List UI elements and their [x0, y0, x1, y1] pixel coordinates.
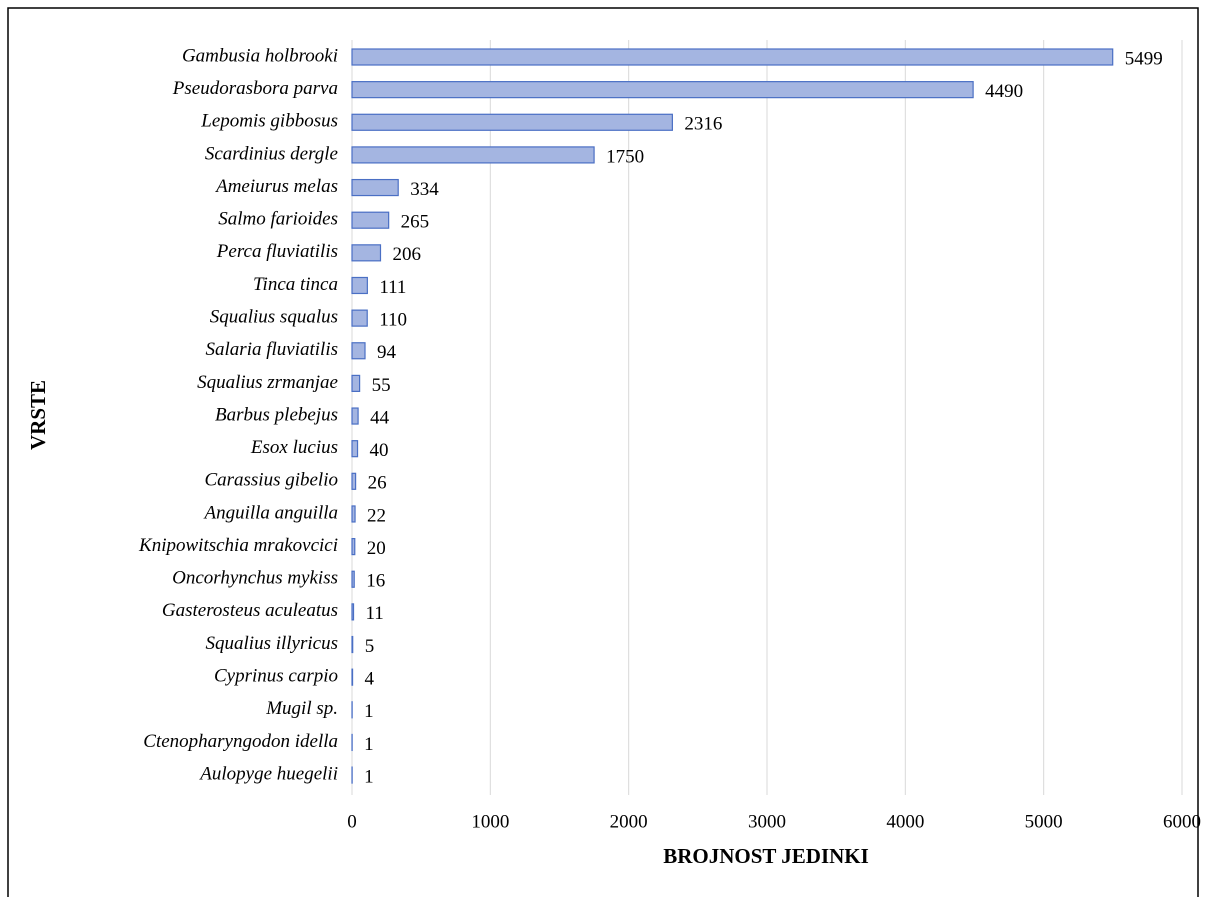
- y-tick-label: Aulopyge huegelii: [198, 763, 338, 784]
- y-tick-label: Oncorhynchus mykiss: [172, 568, 338, 589]
- bar: [351, 113, 673, 131]
- data-label: 4490: [985, 81, 1023, 102]
- y-tick-label: Esox lucius: [250, 437, 338, 458]
- data-label: 2316: [684, 114, 722, 135]
- y-tick-label: Ameiurus melas: [214, 176, 338, 197]
- data-label: 4: [365, 669, 375, 690]
- bar: [351, 146, 595, 164]
- y-tick-label: Ctenopharyngodon idella: [143, 731, 338, 752]
- data-label: 40: [370, 440, 389, 461]
- bar: [351, 505, 356, 523]
- data-label: 1: [364, 766, 374, 787]
- x-tick-label: 3000: [748, 811, 786, 832]
- bar: [351, 342, 366, 360]
- y-tick-label: Anguilla anguilla: [202, 502, 338, 523]
- x-tick-label: 6000: [1163, 811, 1201, 832]
- bar: [351, 374, 361, 392]
- x-tick-label: 0: [347, 811, 357, 832]
- bar: [351, 276, 368, 295]
- data-label: 110: [379, 309, 407, 330]
- y-tick-label: Scardinius dergle: [205, 143, 338, 164]
- bar: [351, 309, 368, 327]
- bar: [351, 178, 399, 197]
- x-tick-label: 1000: [471, 811, 509, 832]
- y-tick-label: Tinca tinca: [253, 274, 338, 295]
- y-tick-label: Salmo farioides: [218, 209, 338, 230]
- y-tick-label: Cyprinus carpio: [214, 666, 338, 687]
- x-tick-label: 4000: [886, 811, 924, 832]
- y-tick-label: Lepomis gibbosus: [200, 111, 338, 132]
- data-label: 1: [364, 734, 374, 755]
- bar: [351, 81, 974, 99]
- bar: [351, 244, 382, 262]
- y-tick-label: Salaria fluviatilis: [206, 339, 338, 360]
- data-label: 334: [410, 179, 439, 200]
- data-label: 1750: [606, 146, 644, 167]
- data-label: 11: [366, 603, 384, 624]
- bar: [351, 440, 359, 458]
- data-label: 44: [370, 407, 390, 428]
- y-tick-label: Perca fluviatilis: [216, 241, 338, 262]
- bar: [351, 407, 359, 425]
- y-axis-title: VRSTE: [26, 380, 50, 450]
- x-axis-title: BROJNOST JEDINKI: [663, 844, 869, 868]
- data-label: 206: [392, 244, 421, 265]
- data-label: 22: [367, 505, 386, 526]
- bar: [351, 537, 356, 556]
- data-label: 16: [366, 571, 385, 592]
- bar: [351, 635, 354, 654]
- x-tick-label: 5000: [1025, 811, 1063, 832]
- chart-border: [7, 7, 1199, 897]
- bar: [351, 472, 357, 490]
- y-tick-label: Gambusia holbrooki: [182, 45, 338, 66]
- data-label: 1: [364, 701, 374, 722]
- data-label: 20: [367, 538, 386, 559]
- y-tick-label: Gasterosteus aculeatus: [162, 600, 338, 621]
- y-tick-label: Squalius squalus: [210, 306, 338, 327]
- y-tick-label: Pseudorasbora parva: [172, 78, 338, 99]
- y-tick-label: Knipowitschia mrakovcici: [138, 535, 338, 556]
- y-tick-label: Barbus plebejus: [215, 404, 338, 425]
- bar: [351, 48, 1114, 66]
- bar: [351, 570, 355, 588]
- data-label: 94: [377, 342, 397, 363]
- y-tick-label: Squalius zrmanjae: [197, 372, 338, 393]
- data-label: 265: [401, 212, 430, 233]
- bar: [351, 603, 355, 621]
- bar: [351, 668, 354, 686]
- data-label: 5: [365, 636, 375, 657]
- data-label: 26: [368, 473, 387, 494]
- y-tick-label: Squalius illyricus: [206, 633, 338, 654]
- data-label: 5499: [1125, 48, 1163, 69]
- data-label: 55: [372, 375, 391, 396]
- data-label: 111: [379, 277, 406, 298]
- bar: [351, 211, 390, 229]
- y-tick-label: Carassius gibelio: [204, 470, 338, 491]
- x-tick-label: 2000: [610, 811, 648, 832]
- y-tick-label: Mugil sp.: [265, 698, 338, 719]
